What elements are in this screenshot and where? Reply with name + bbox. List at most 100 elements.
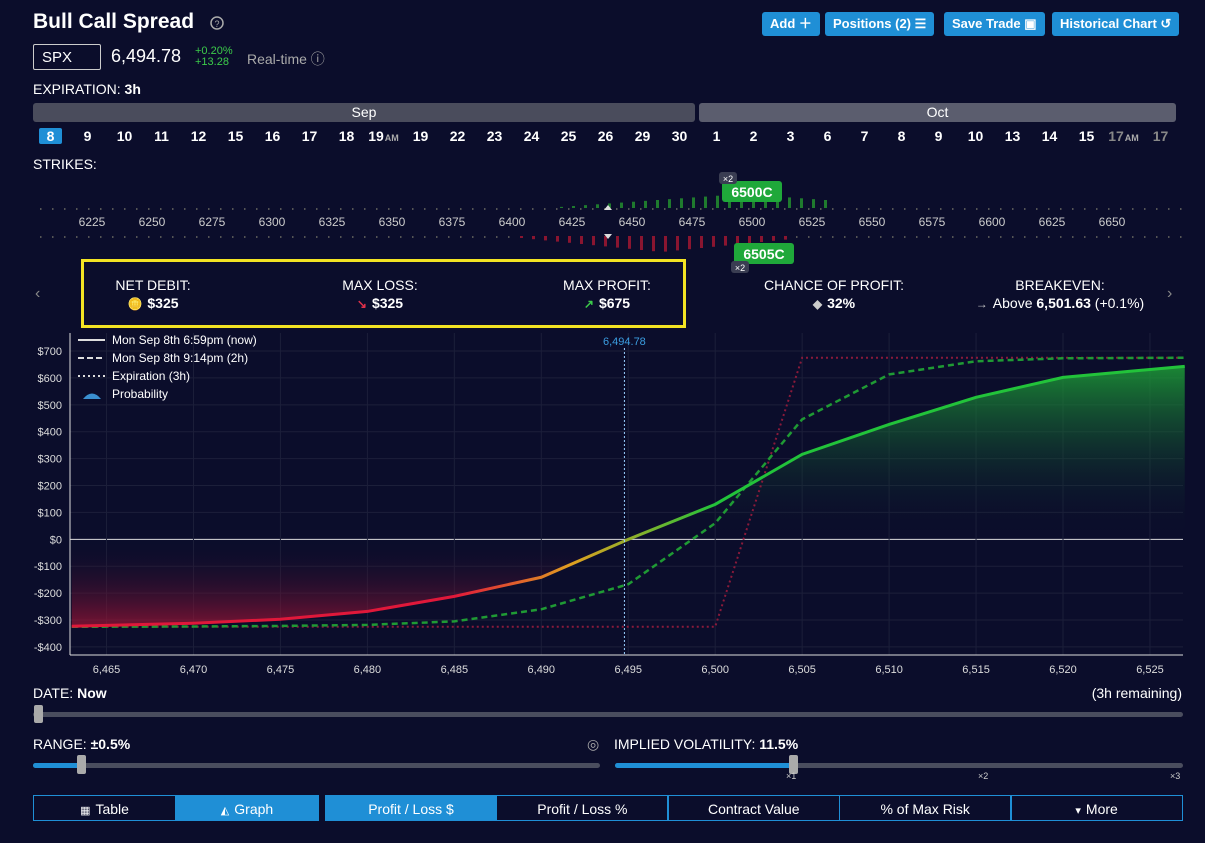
date-option[interactable]: 18 [328,126,365,146]
date-option[interactable]: 14 [1031,126,1068,146]
range-slider[interactable] [33,763,600,768]
historical-button[interactable]: Historical Chart ↺ [1052,12,1180,36]
iv-control: IMPLIED VOLATILITY: 11.5% [614,736,798,752]
oi-bar [664,236,667,252]
date-option[interactable]: 11 [143,126,180,146]
date-knob[interactable] [34,705,43,723]
oi-dot [748,208,750,210]
label: EXPIRATION: [33,81,121,97]
date-option[interactable]: 15 [1068,126,1105,146]
date-option[interactable]: 26 [587,126,624,146]
date-option[interactable]: 25 [550,126,587,146]
oi-dot [1084,208,1086,210]
date-option[interactable]: 17 [1142,126,1179,146]
oi-dot [76,236,78,238]
y-tick-label: $200 [38,481,62,493]
prev-arrow[interactable]: ‹ [35,285,41,302]
oi-bar [692,197,695,208]
oi-dot [604,208,606,210]
date-option[interactable]: 1 [698,126,735,146]
date-option[interactable]: 7 [846,126,883,146]
day: 10 [967,128,984,144]
metric-tab[interactable]: % of Max Risk [839,795,1012,821]
oi-dot [124,208,126,210]
month-bar: Oct [699,103,1176,122]
table-tab[interactable]: ▦ Table [33,795,176,821]
strike-label: 6300 [259,215,286,229]
date-option[interactable]: 17 [291,126,328,146]
graph-tab[interactable]: ◭ Graph [175,795,319,821]
oi-dot [448,236,450,238]
date-option[interactable]: 19 [402,126,439,146]
date-option[interactable]: 12 [180,126,217,146]
add-button[interactable]: Add ＋ [762,12,820,36]
oi-dot [292,208,294,210]
oi-dot [508,236,510,238]
date-option[interactable]: 24 [513,126,550,146]
oi-dot [1000,208,1002,210]
day: 9 [83,128,92,144]
next-arrow[interactable]: › [1167,285,1173,302]
oi-dot [880,208,882,210]
date-option[interactable]: 23 [476,126,513,146]
date-option[interactable]: 9 [69,126,106,146]
date-option[interactable]: 2 [735,126,772,146]
x-tick-label: 6,510 [875,664,903,676]
leg-tag[interactable] [722,181,782,202]
date-option[interactable]: 22 [439,126,476,146]
date-option[interactable]: 29 [624,126,661,146]
date-option[interactable]: 3 [772,126,809,146]
stat-icon: 🪙 [127,297,143,311]
date-option[interactable]: 15 [217,126,254,146]
feed-label: Real-time [247,51,307,67]
title: Bull Call Spread [33,10,195,33]
date-option[interactable]: 10 [957,126,994,146]
date-option[interactable]: 13 [994,126,1031,146]
label: Add [770,16,796,31]
date-option[interactable]: 8 [883,126,920,146]
two-hour-line [71,356,1185,629]
oi-bar [812,199,815,208]
oi-dot [352,236,354,238]
oi-bar [736,236,739,245]
date-option[interactable]: 30 [661,126,698,146]
date-option[interactable]: 6 [809,126,846,146]
oi-bar [556,236,559,242]
x-tick-label: 6,470 [180,664,208,676]
iv-knob[interactable] [789,755,798,774]
iv-slider[interactable] [615,763,1183,768]
oi-dot [208,236,210,238]
date-option[interactable]: 9 [920,126,957,146]
date-option[interactable]: 19AM [365,126,402,148]
oi-dot [1096,208,1098,210]
oi-dot [340,208,342,210]
metric-tab[interactable]: Contract Value [667,795,840,821]
oi-bar [652,236,655,252]
date-slider[interactable] [33,712,1183,717]
oi-dot [940,208,942,210]
save-button[interactable]: Save Trade ▣ [944,12,1045,36]
day: 2 [749,128,758,144]
date-option[interactable]: 17AM [1105,126,1142,148]
metric-tab[interactable]: ▾ More [1010,795,1183,821]
leg-tag[interactable] [734,243,794,264]
metric-tab[interactable]: Profit / Loss % [496,795,669,821]
date-option[interactable]: 10 [106,126,143,146]
symbol-input[interactable]: SPX [33,44,101,70]
help-icon[interactable]: ? [209,15,225,31]
price: 6,494.78 [111,46,182,66]
date-option[interactable]: 16 [254,126,291,146]
iv-icon[interactable]: ◎ [587,736,600,752]
range-knob[interactable] [77,755,86,774]
oi-dot [400,236,402,238]
stat-icon: → [975,297,988,311]
x-tick-label: 6,475 [267,664,295,676]
metric-tab[interactable]: Profit / Loss $ [325,795,497,821]
date-option[interactable]: 8 [32,126,69,146]
positions-button[interactable]: Positions (2) ☰ [825,12,935,36]
oi-dot [856,208,858,210]
month-bar: Sep [33,103,695,122]
stat-number: 6,501.63 [1036,295,1091,311]
label: Positions (2) [833,16,912,31]
